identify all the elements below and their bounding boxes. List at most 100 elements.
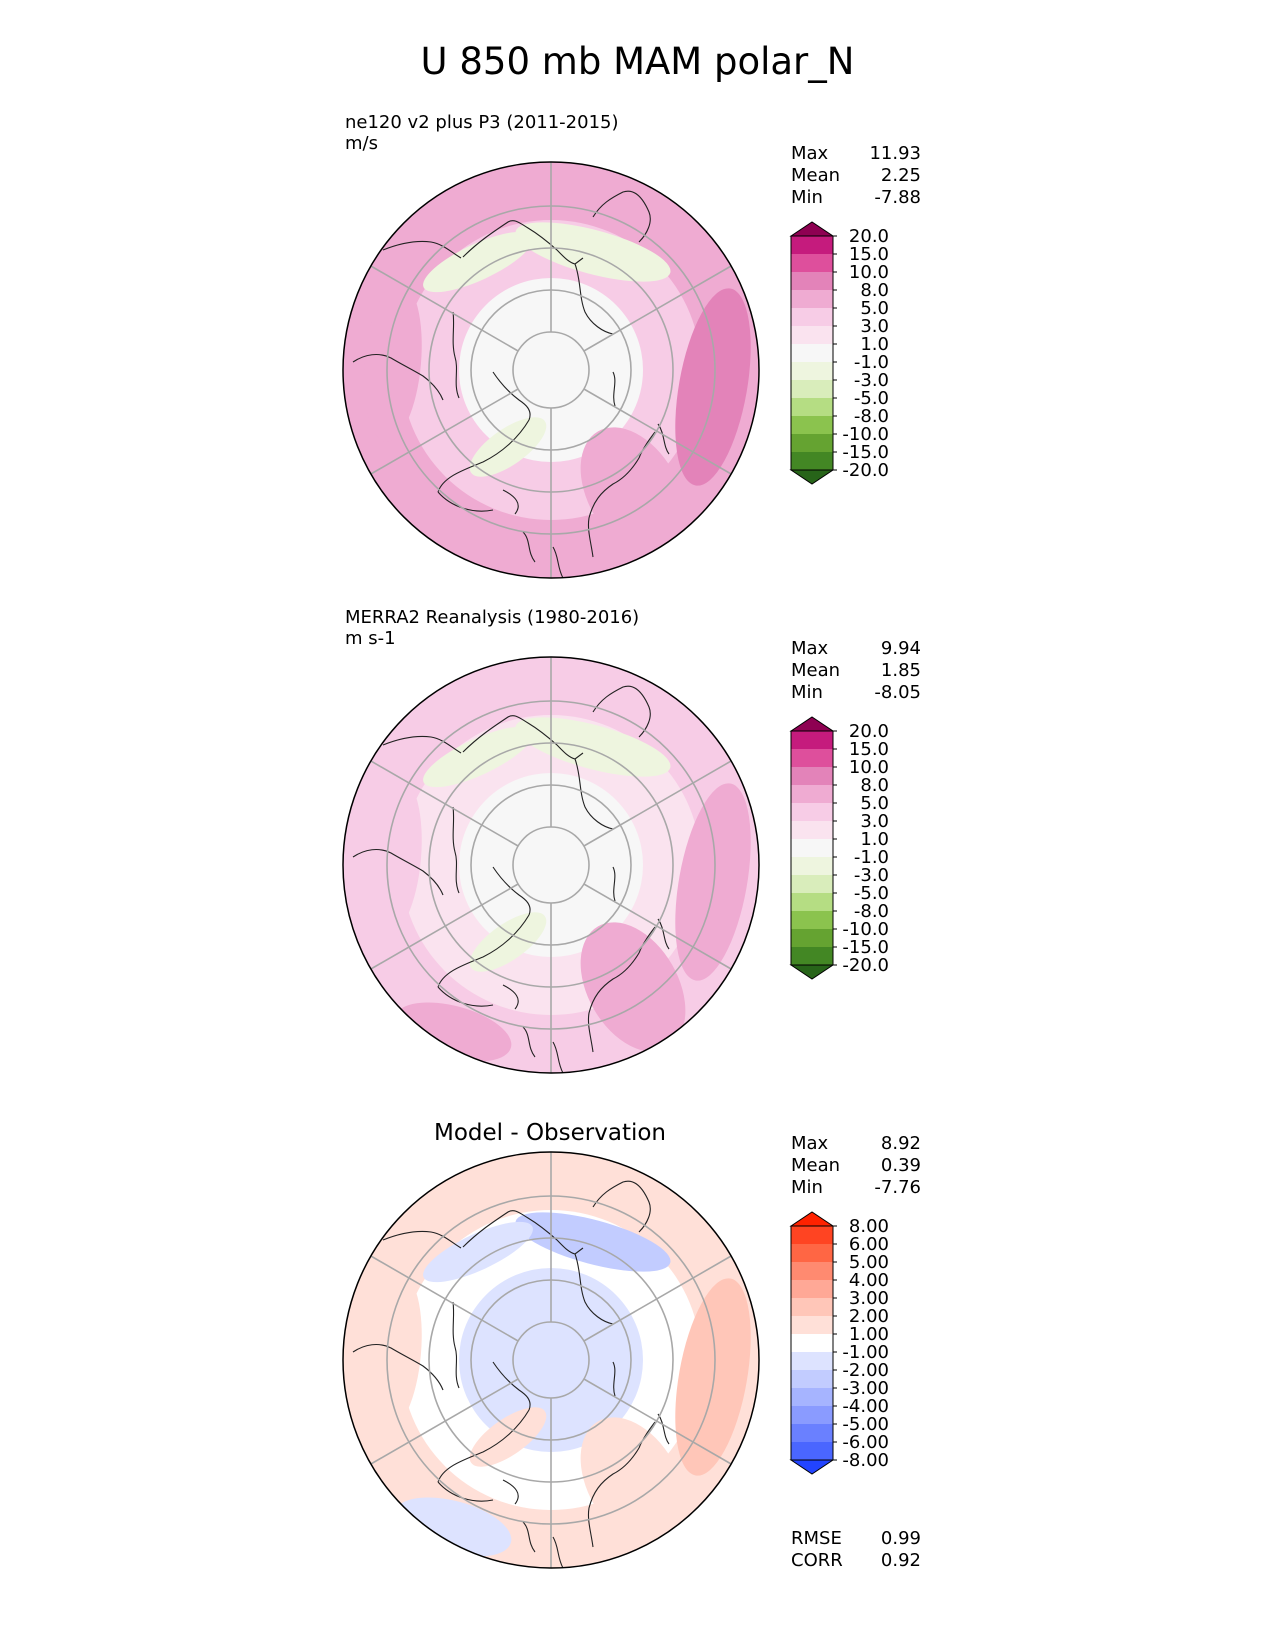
colorbar-tick-label: -5.0 xyxy=(854,388,889,409)
coastline xyxy=(612,866,616,902)
colorbar: 20.015.010.08.05.03.01.0-1.0-3.0-5.0-8.0… xyxy=(789,221,889,485)
colorbar-tick-label: -1.0 xyxy=(854,847,889,868)
meridian-line xyxy=(370,265,519,352)
gridlines xyxy=(370,657,732,1073)
meridian-line xyxy=(583,760,732,847)
colorbar-tick-label: -15.0 xyxy=(842,442,889,463)
rmse-label: RMSE xyxy=(791,1528,842,1549)
meridian-line xyxy=(583,265,732,352)
meridian-line xyxy=(370,883,519,970)
coastline xyxy=(352,848,444,896)
field-region-polar-cap xyxy=(459,773,643,957)
field-layer xyxy=(343,657,759,1073)
colorbar-segment xyxy=(791,785,833,803)
stat-max-value: 11.93 xyxy=(869,143,921,164)
colorbar-tick-label: -6.00 xyxy=(842,1432,889,1453)
colorbar-tick-label: 3.0 xyxy=(860,811,889,832)
stat-max-label: Max xyxy=(791,638,829,659)
colorbar-tick-label: -10.0 xyxy=(842,424,889,445)
coastline xyxy=(382,240,462,259)
polar-map xyxy=(342,161,760,579)
panel-title: MERRA2 Reanalysis (1980-2016) m s-1 xyxy=(345,607,639,649)
panel-title: ne120 v2 plus P3 (2011-2015) m/s xyxy=(345,112,619,154)
stats-box: Max 8.92 Mean 0.39 Min -7.76 xyxy=(791,1133,921,1199)
colorbar-tick-label: 2.00 xyxy=(849,1306,889,1327)
field-region-greenland-easterlies xyxy=(469,912,547,972)
colorbar-segment xyxy=(791,452,833,470)
coastline xyxy=(492,1361,531,1411)
field-region-siberia-band xyxy=(364,1272,422,1432)
colorbar-segment xyxy=(791,1334,833,1352)
gridlines xyxy=(370,1152,732,1568)
colorbar-tick-label: 4.00 xyxy=(849,1270,889,1291)
colorbar-tick-label: -5.0 xyxy=(854,883,889,904)
colorbar-extend-bottom xyxy=(789,469,835,485)
colorbar-segment xyxy=(791,1280,833,1298)
coastline xyxy=(522,1521,536,1553)
colorbar-segment xyxy=(791,767,833,785)
coastline xyxy=(452,806,460,894)
colorbar-segment xyxy=(791,839,833,857)
colorbar-segment xyxy=(791,1262,833,1280)
colorbar-extend-top xyxy=(789,221,835,237)
coastline xyxy=(437,1409,530,1483)
stat-mean-label: Mean xyxy=(791,1155,841,1176)
coastline xyxy=(437,419,530,493)
colorbar-segment xyxy=(791,731,833,749)
colorbar-segment xyxy=(791,1424,833,1442)
colorbar-segment xyxy=(791,326,833,344)
coastline xyxy=(574,758,614,830)
colorbar-segment xyxy=(791,947,833,965)
colorbar-segment xyxy=(791,1298,833,1316)
colorbar-extend-top xyxy=(789,716,835,732)
meridian-line xyxy=(370,388,519,475)
colorbar-segment xyxy=(791,1442,833,1460)
colorbar-tick-label: 5.00 xyxy=(849,1252,889,1273)
stat-min-label: Min xyxy=(791,187,823,208)
panel-difference: Model - Observation Max 8.92 Mean 0.39 Min… xyxy=(0,990,1275,1569)
colorbar-tick-label: -15.0 xyxy=(842,937,889,958)
colorbar-segment xyxy=(791,803,833,821)
colorbar-tick-label: 1.0 xyxy=(860,334,889,355)
stat-min-label: Min xyxy=(791,1177,823,1198)
colorbar-tick-label: 5.0 xyxy=(860,298,889,319)
panel-title-text: ne120 v2 plus P3 (2011-2015) xyxy=(345,112,619,133)
meridian-line xyxy=(583,1378,732,1465)
colorbar-tick-label: 3.0 xyxy=(860,316,889,337)
colorbar-extend-bottom xyxy=(789,1459,835,1475)
figure-title: U 850 mb MAM polar_N xyxy=(420,40,855,83)
colorbar-tick-label: 15.0 xyxy=(849,244,889,265)
colorbar-tick-label: 10.0 xyxy=(849,262,889,283)
colorbar-segment xyxy=(791,344,833,362)
coastline xyxy=(492,371,531,421)
map-boundary xyxy=(342,1151,760,1569)
coastline xyxy=(522,531,536,563)
colorbar-tick-label: 3.00 xyxy=(849,1288,889,1309)
colorbar-tick-label: 20.0 xyxy=(849,721,889,742)
coastline xyxy=(352,1343,444,1391)
panel-units: m s-1 xyxy=(345,628,396,649)
colorbar-tick-label: -5.00 xyxy=(842,1414,889,1435)
meridian-line xyxy=(370,1255,519,1342)
coastline xyxy=(462,1210,584,1255)
colorbar-tick-label: 5.0 xyxy=(860,793,889,814)
meridian-line xyxy=(583,883,732,970)
coastlines xyxy=(352,685,670,1073)
stat-min-value: -8.05 xyxy=(874,682,921,703)
colorbar-tick-label: 8.0 xyxy=(860,775,889,796)
coastline xyxy=(437,914,530,988)
field-region-greenland-easterlies xyxy=(469,417,547,477)
coastline xyxy=(452,311,460,399)
field-region-siberia-band xyxy=(364,282,422,442)
coastline xyxy=(574,1253,614,1325)
meridian-line xyxy=(583,1255,732,1342)
polar-map xyxy=(342,656,760,1074)
coastline xyxy=(462,220,584,265)
map-boundary xyxy=(342,656,760,1074)
colorbar-segment xyxy=(791,749,833,767)
colorbar-segment xyxy=(791,1352,833,1370)
field-region-polar-cap xyxy=(459,1268,643,1452)
colorbar-tick-label: -3.0 xyxy=(854,370,889,391)
coastline xyxy=(382,1230,462,1249)
colorbar-tick-label: -3.0 xyxy=(854,865,889,886)
